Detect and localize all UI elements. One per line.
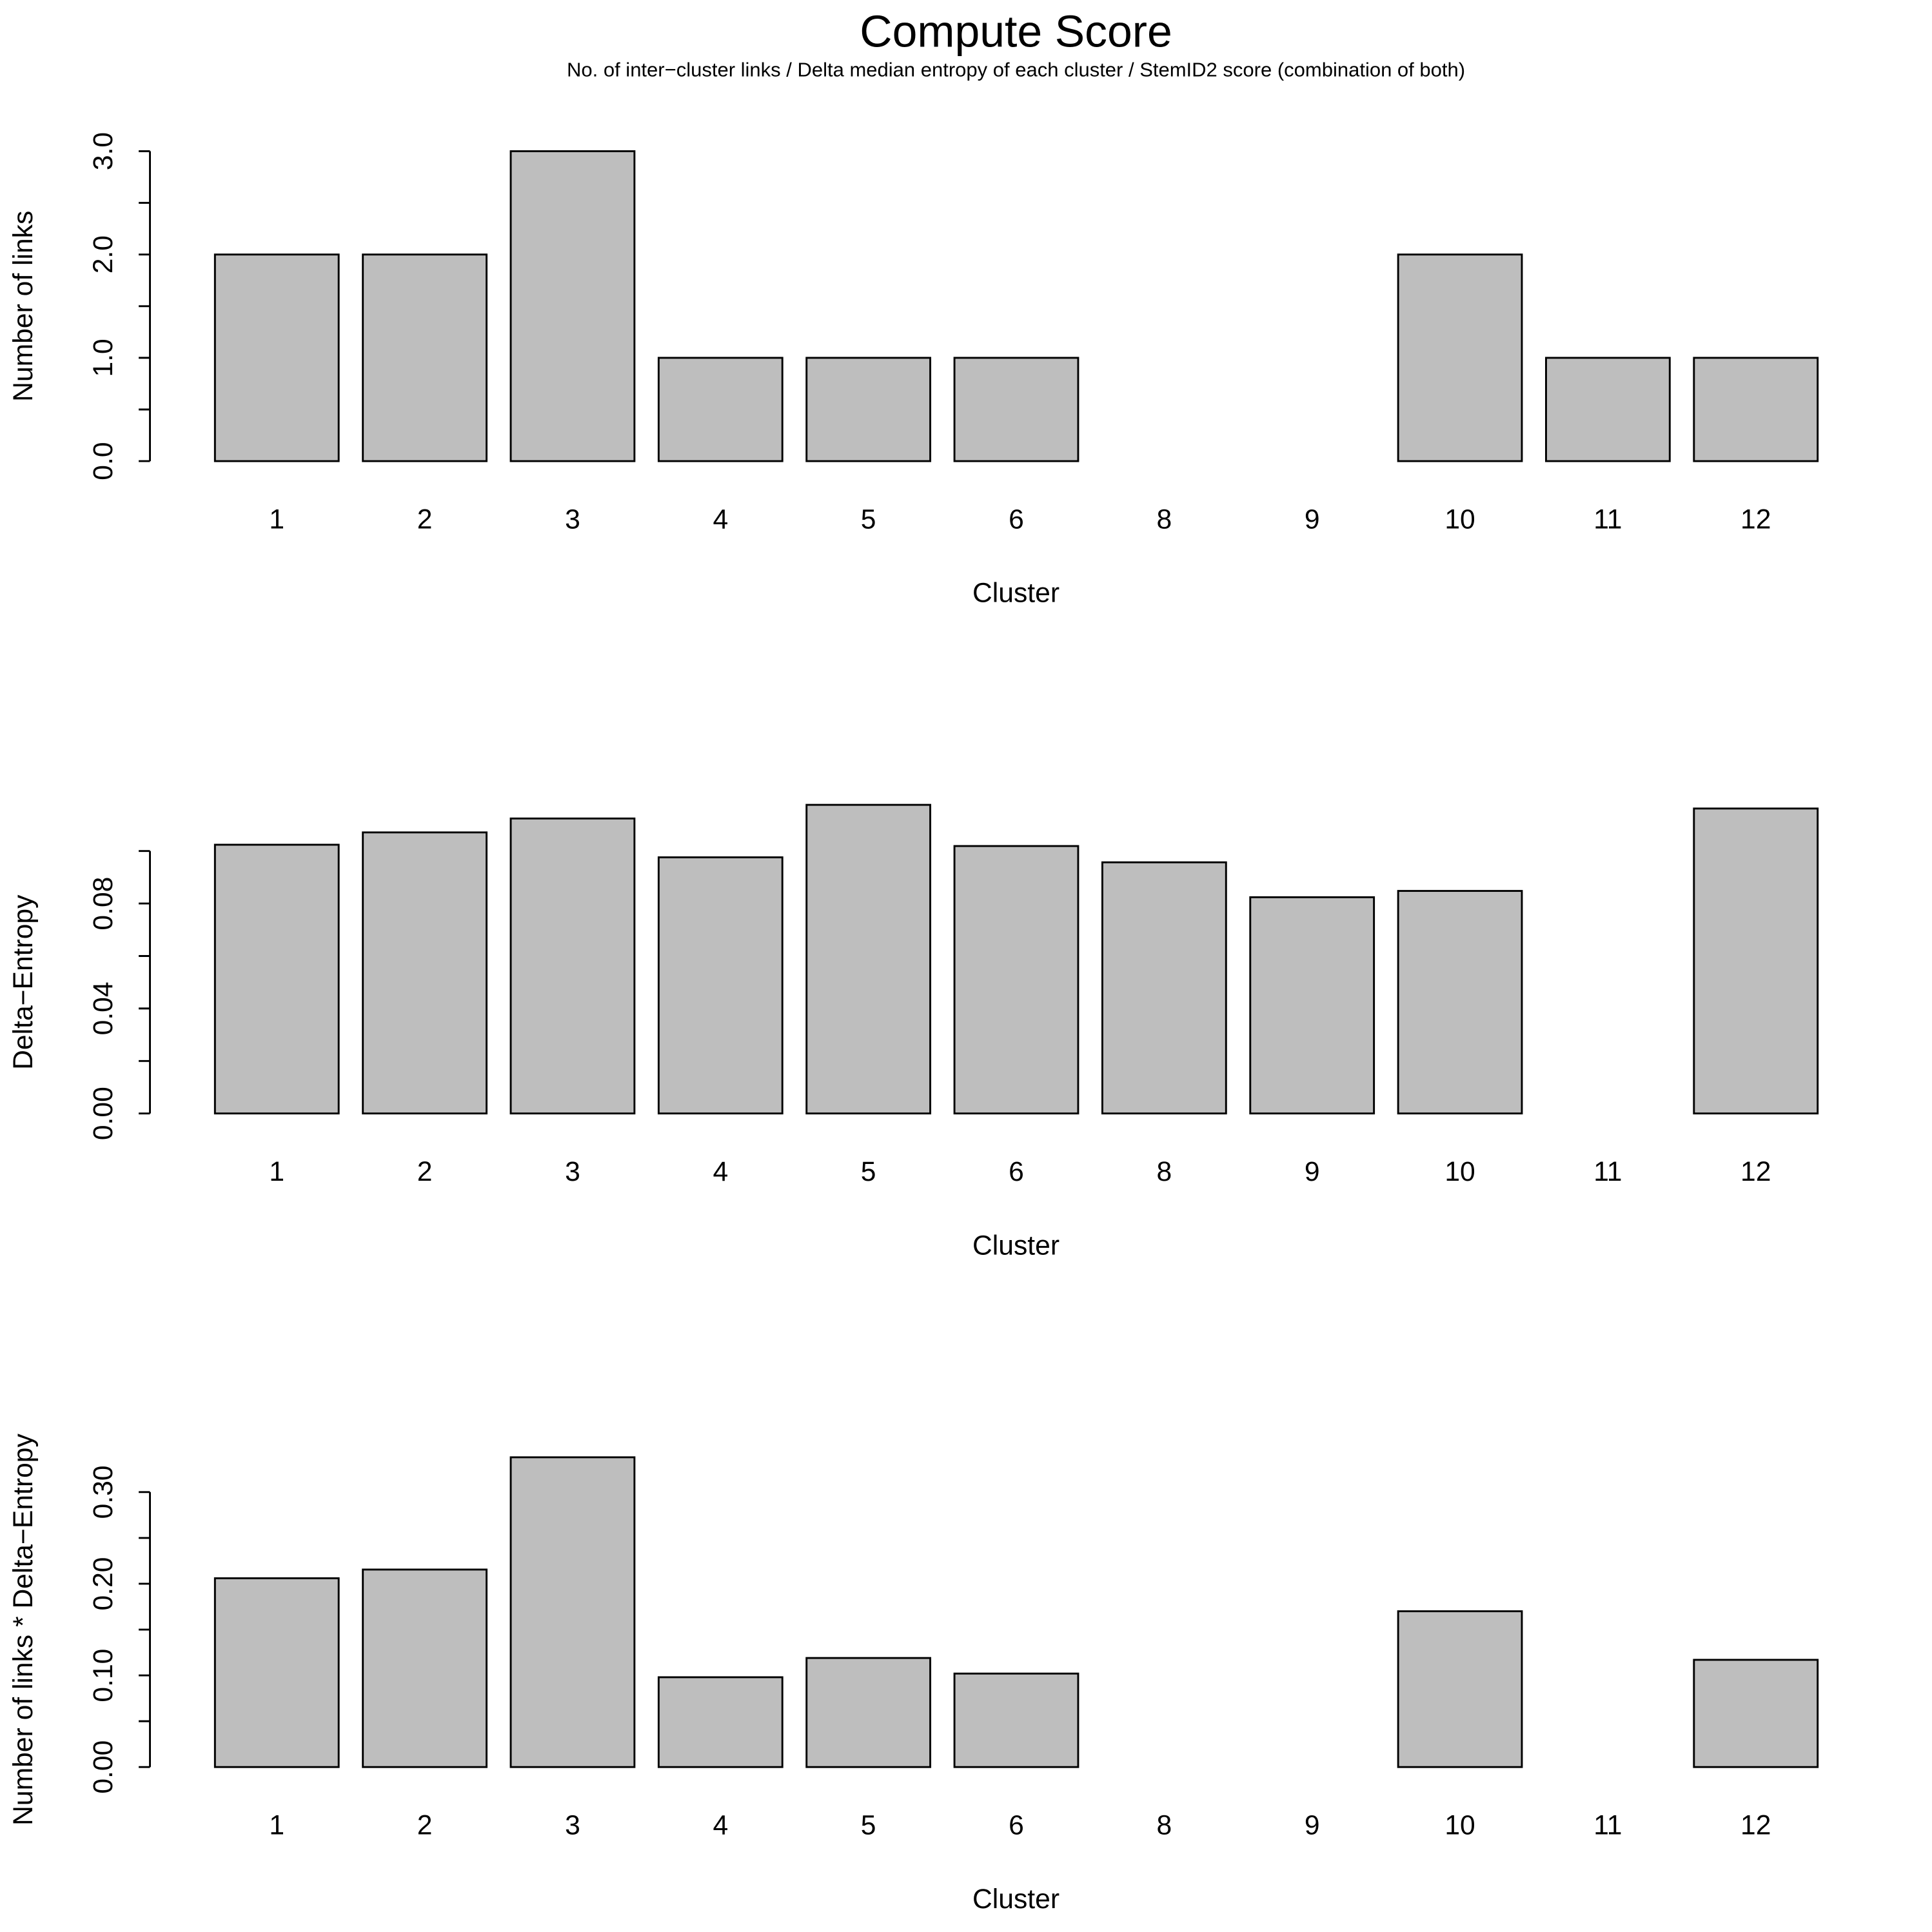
x-tick-label: 3 <box>565 1809 580 1840</box>
x-tick-label: 1 <box>269 1156 284 1187</box>
x-tick-label: 4 <box>713 504 728 535</box>
bar <box>953 1672 1079 1768</box>
y-tick-label: 0.00 <box>88 1087 119 1140</box>
bar <box>1693 807 1819 1115</box>
x-tick-label: 11 <box>1593 504 1622 535</box>
bar <box>1249 896 1375 1115</box>
y-tick-label: 1.0 <box>88 339 119 377</box>
x-tick-label: 12 <box>1740 504 1771 535</box>
x-tick-label: 4 <box>713 1809 728 1840</box>
x-tick-label: 2 <box>417 504 433 535</box>
bar <box>1397 1610 1523 1768</box>
bar <box>953 845 1079 1115</box>
bar <box>657 357 784 462</box>
x-tick-label: 12 <box>1740 1156 1771 1187</box>
x-tick-label: 6 <box>1009 1809 1024 1840</box>
bar <box>953 357 1079 462</box>
x-tick-label: 5 <box>861 1156 876 1187</box>
bar <box>509 1456 636 1768</box>
x-tick-label: 9 <box>1305 504 1320 535</box>
bar <box>1397 890 1523 1115</box>
bar <box>362 1568 488 1768</box>
x-tick-label: 9 <box>1305 1156 1320 1187</box>
x-tick-label: 8 <box>1156 504 1172 535</box>
x-tick-label: 1 <box>269 1809 284 1840</box>
bar <box>362 253 488 462</box>
x-axis-label: Cluster <box>972 578 1060 609</box>
bar <box>805 357 932 462</box>
x-tick-label: 4 <box>713 1156 728 1187</box>
x-tick-label: 10 <box>1444 504 1475 535</box>
x-axis-label: Cluster <box>972 1230 1060 1261</box>
bar <box>213 253 340 462</box>
x-tick-label: 6 <box>1009 1156 1024 1187</box>
bar <box>1397 253 1523 462</box>
y-tick-label: 0.10 <box>88 1649 119 1702</box>
bar <box>1545 357 1671 462</box>
bar <box>1693 1659 1819 1768</box>
x-axis-label: Cluster <box>972 1884 1060 1915</box>
x-tick-label: 8 <box>1156 1156 1172 1187</box>
y-tick-label: 3.0 <box>88 132 119 170</box>
y-tick-label: 0.00 <box>88 1740 119 1794</box>
x-tick-label: 6 <box>1009 504 1024 535</box>
bar <box>509 150 636 462</box>
x-tick-label: 1 <box>269 504 284 535</box>
bar <box>805 1657 932 1768</box>
bar <box>213 1577 340 1768</box>
bar <box>213 843 340 1115</box>
y-tick-label: 0.04 <box>88 981 119 1035</box>
x-tick-label: 5 <box>861 504 876 535</box>
y-tick-label: 0.20 <box>88 1557 119 1610</box>
x-tick-label: 2 <box>417 1809 433 1840</box>
x-tick-label: 11 <box>1593 1809 1622 1840</box>
x-tick-label: 11 <box>1593 1156 1622 1187</box>
bar <box>1101 861 1227 1115</box>
y-tick-label: 0.30 <box>88 1465 119 1519</box>
y-axis-label: Number of links * Delta−Entropy <box>8 1434 39 1826</box>
bar <box>1693 357 1819 462</box>
x-tick-label: 5 <box>861 1809 876 1840</box>
y-tick-label: 2.0 <box>88 235 119 273</box>
x-tick-label: 10 <box>1444 1156 1475 1187</box>
y-axis-label: Delta−Entropy <box>8 894 39 1070</box>
x-tick-label: 10 <box>1444 1809 1475 1840</box>
bar <box>509 817 636 1115</box>
x-tick-label: 9 <box>1305 1809 1320 1840</box>
bar <box>805 803 932 1115</box>
bar <box>657 1676 784 1768</box>
bar <box>657 856 784 1115</box>
x-tick-label: 3 <box>565 504 580 535</box>
chart-title: Compute Score <box>860 6 1172 57</box>
y-tick-label: 0.08 <box>88 877 119 931</box>
x-tick-label: 12 <box>1740 1809 1771 1840</box>
bar <box>362 831 488 1115</box>
x-tick-label: 3 <box>565 1156 580 1187</box>
y-axis-label: Number of links <box>8 211 39 402</box>
x-tick-label: 2 <box>417 1156 433 1187</box>
chart-subtitle: No. of inter−cluster links / Delta media… <box>567 59 1465 81</box>
x-tick-label: 8 <box>1156 1809 1172 1840</box>
y-tick-label: 0.0 <box>88 442 119 480</box>
